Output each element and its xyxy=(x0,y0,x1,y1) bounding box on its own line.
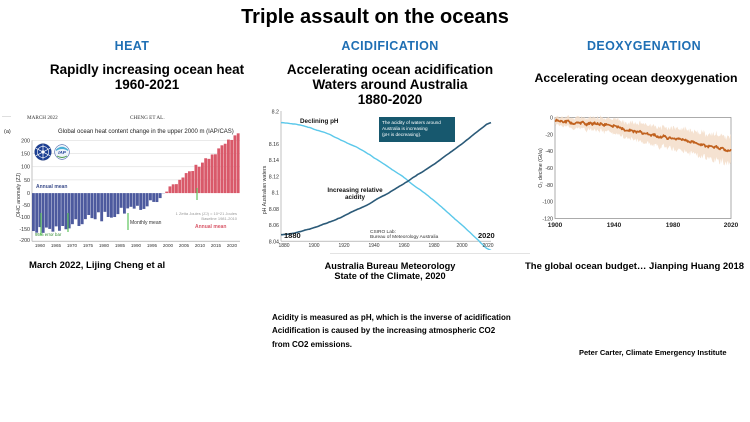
svg-text:-20: -20 xyxy=(545,132,553,138)
svg-text:1880: 1880 xyxy=(278,243,289,249)
svg-text:Bureau of Meteorology Austral: Bureau of Meteorology Australia xyxy=(370,234,439,240)
svg-text:-40: -40 xyxy=(545,149,553,155)
svg-text:1940: 1940 xyxy=(607,222,622,229)
svg-text:95% error bar: 95% error bar xyxy=(35,232,62,237)
svg-text:pH Australian waters: pH Australian waters xyxy=(262,165,268,214)
svg-text:IAP: IAP xyxy=(58,150,67,155)
svg-text:0: 0 xyxy=(550,116,553,122)
svg-text:Increasing relative: Increasing relative xyxy=(327,187,383,194)
svg-text:Australia is increasing: Australia is increasing xyxy=(382,126,428,131)
svg-text:2015: 2015 xyxy=(211,243,222,248)
svg-text:CHENG ET AL.: CHENG ET AL. xyxy=(130,115,165,121)
svg-text:-200: -200 xyxy=(19,238,30,244)
svg-text:1940: 1940 xyxy=(368,243,379,249)
svg-text:2020: 2020 xyxy=(724,222,739,229)
svg-text:-50: -50 xyxy=(22,203,30,209)
svg-text:150: 150 xyxy=(21,152,30,158)
svg-text:0: 0 xyxy=(27,191,30,197)
svg-text:Annual mean: Annual mean xyxy=(36,184,67,190)
svg-text:8.06: 8.06 xyxy=(269,223,279,229)
svg-text:8.2: 8.2 xyxy=(272,109,279,115)
svg-text:Monthly mean: Monthly mean xyxy=(130,220,162,226)
svg-text:1980: 1980 xyxy=(428,243,439,249)
svg-text:1960: 1960 xyxy=(35,243,46,248)
svg-text:-60: -60 xyxy=(545,166,553,172)
svg-text:acidity: acidity xyxy=(345,194,365,201)
svg-text:2020: 2020 xyxy=(482,243,493,249)
svg-text:1985: 1985 xyxy=(115,243,126,248)
svg-text:-100: -100 xyxy=(542,200,553,206)
svg-text:2005: 2005 xyxy=(179,243,190,248)
svg-text:1980: 1980 xyxy=(99,243,110,248)
svg-text:OHC anomaly (ZJ): OHC anomaly (ZJ) xyxy=(16,173,22,217)
svg-text:2000: 2000 xyxy=(163,243,174,248)
svg-text:Global ocean heat content chan: Global ocean heat content change in the … xyxy=(58,129,234,135)
svg-text:(pH is decreasing).: (pH is decreasing). xyxy=(382,132,421,137)
svg-text:1920: 1920 xyxy=(338,243,349,249)
svg-text:1970: 1970 xyxy=(67,243,78,248)
svg-text:2000: 2000 xyxy=(456,243,467,249)
svg-text:1960: 1960 xyxy=(398,243,409,249)
svg-text:1980: 1980 xyxy=(666,222,681,229)
svg-text:8.1: 8.1 xyxy=(272,191,279,197)
svg-text:200: 200 xyxy=(21,138,30,144)
svg-text:1995: 1995 xyxy=(147,243,158,248)
svg-text:——: —— xyxy=(2,114,12,119)
svg-text:1965: 1965 xyxy=(51,243,62,248)
svg-text:1900: 1900 xyxy=(308,243,319,249)
svg-text:8.16: 8.16 xyxy=(269,142,279,148)
svg-text:100: 100 xyxy=(21,165,30,171)
svg-text:MARCH 2022: MARCH 2022 xyxy=(27,115,58,121)
svg-text:8.12: 8.12 xyxy=(269,174,279,180)
svg-text:Baseline 1981-2010: Baseline 1981-2010 xyxy=(201,216,237,221)
svg-text:1990: 1990 xyxy=(131,243,142,248)
svg-text:The acidity of waters around: The acidity of waters around xyxy=(382,120,441,125)
svg-text:8.08: 8.08 xyxy=(269,207,279,213)
svg-text:(a): (a) xyxy=(4,129,11,135)
svg-text:-80: -80 xyxy=(545,183,553,189)
svg-text:1880: 1880 xyxy=(284,231,301,240)
svg-text:-150: -150 xyxy=(19,227,30,233)
svg-text:O₂ decline (Gt/a): O₂ decline (Gt/a) xyxy=(538,148,544,188)
svg-text:Declining pH: Declining pH xyxy=(300,118,339,125)
svg-text:2020: 2020 xyxy=(227,243,238,248)
svg-text:2010: 2010 xyxy=(195,243,206,248)
svg-text:50: 50 xyxy=(24,178,30,184)
svg-text:1975: 1975 xyxy=(83,243,94,248)
svg-text:8.14: 8.14 xyxy=(269,158,279,164)
svg-text:2020: 2020 xyxy=(478,231,495,240)
svg-text:1900: 1900 xyxy=(548,222,563,229)
svg-text:Annual mean: Annual mean xyxy=(195,224,226,230)
